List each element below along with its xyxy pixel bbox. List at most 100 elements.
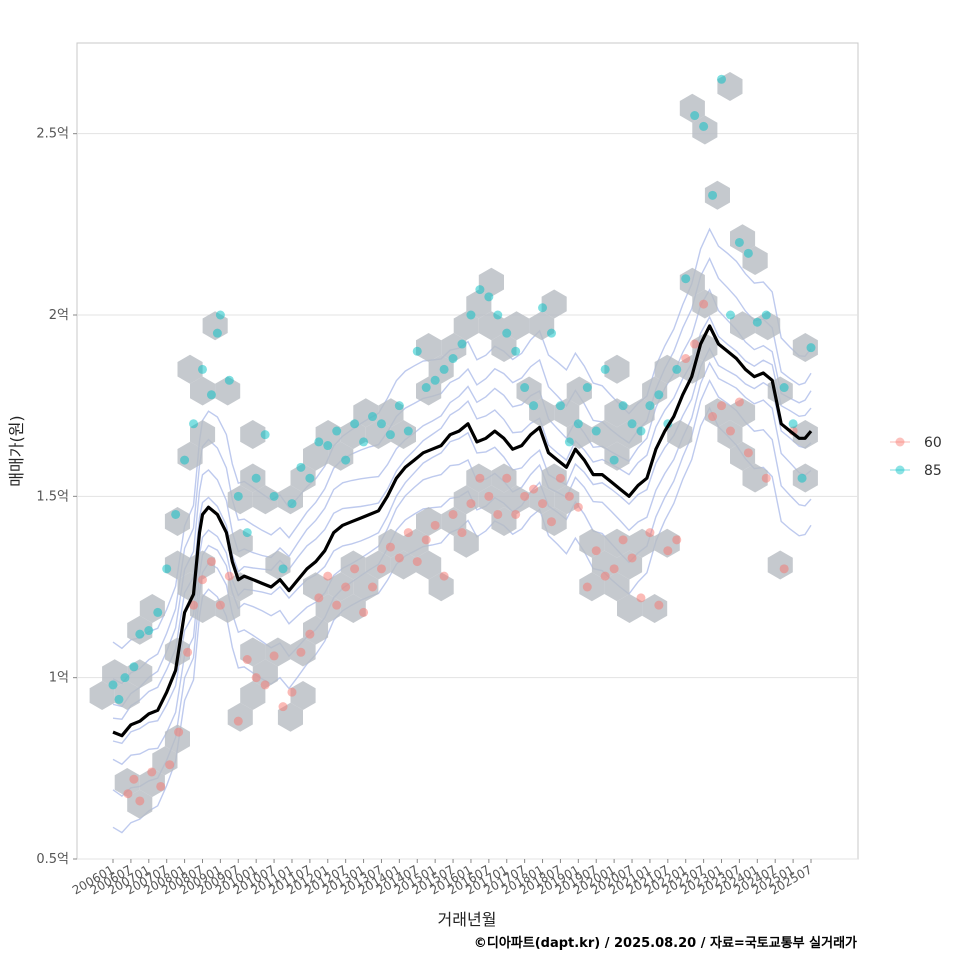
point-85-6 <box>153 607 163 617</box>
hexbin-cell-32 <box>428 572 454 602</box>
hexbin-cell-20 <box>315 594 341 623</box>
hexbin-cell-62 <box>742 463 768 493</box>
point-60-12 <box>224 571 234 581</box>
point-60-14 <box>242 655 252 665</box>
hexbin-cell-100 <box>478 267 504 297</box>
point-60-68 <box>725 426 735 436</box>
y-tick-label-4: 2.5억 <box>36 127 69 142</box>
point-85-32 <box>376 419 386 429</box>
point-85-54 <box>573 419 583 429</box>
point-85-31 <box>368 412 378 422</box>
point-85-63 <box>654 390 664 400</box>
point-85-42 <box>466 310 476 320</box>
point-85-0 <box>108 680 118 690</box>
hexbin-cell-54 <box>654 528 680 558</box>
point-60-15 <box>251 673 261 683</box>
point-85-37 <box>421 383 431 393</box>
point-85-8 <box>171 509 181 519</box>
point-85-62 <box>645 401 655 411</box>
hexbin-cell-65 <box>89 681 115 710</box>
point-60-23 <box>323 571 333 581</box>
point-60-19 <box>287 687 297 697</box>
point-85-71 <box>725 310 735 320</box>
point-60-47 <box>538 499 548 509</box>
point-60-16 <box>260 680 270 690</box>
point-60-71 <box>761 473 771 483</box>
hexbin-cell-25 <box>353 572 379 602</box>
point-85-28 <box>341 455 351 465</box>
point-60-30 <box>385 542 395 552</box>
point-85-7 <box>162 564 172 574</box>
point-60-42 <box>493 509 503 519</box>
hexbin-cell-88 <box>303 441 329 471</box>
point-85-48 <box>520 383 530 393</box>
point-60-22 <box>314 593 324 603</box>
hexbin-cell-10 <box>227 572 253 602</box>
point-85-78 <box>797 473 807 483</box>
point-85-75 <box>761 310 771 320</box>
point-85-60 <box>627 419 637 429</box>
point-60-2 <box>135 796 145 806</box>
point-85-20 <box>269 491 279 501</box>
hexbin-cell-86 <box>290 463 316 493</box>
point-60-3 <box>147 767 157 777</box>
point-85-59 <box>618 401 628 411</box>
legend-label-60: 60 <box>924 435 942 451</box>
point-85-51 <box>546 328 556 338</box>
hexbin-cell-21 <box>303 572 329 602</box>
density-contour-4 <box>112 346 812 745</box>
hexbin-cell-45 <box>579 572 605 602</box>
point-85-29 <box>350 419 360 429</box>
scatter-points <box>108 74 816 806</box>
point-60-40 <box>475 473 485 483</box>
y-axis: 0.5억 1억 1.5억 2억 2.5억 <box>36 127 77 867</box>
trend-line <box>112 324 813 738</box>
point-60-61 <box>663 546 673 556</box>
legend: 60 85 <box>890 435 942 479</box>
hexbin-cell-78 <box>215 376 241 406</box>
hexbin-cell-24 <box>340 594 366 623</box>
point-85-30 <box>359 437 369 447</box>
point-60-31 <box>394 553 404 563</box>
hexbin-cell-127 <box>730 224 756 254</box>
point-85-79 <box>806 343 816 353</box>
point-60-62 <box>672 535 682 545</box>
point-85-65 <box>672 364 682 374</box>
point-85-55 <box>582 383 592 393</box>
y-tick-label-0: 0.5억 <box>36 852 69 867</box>
point-85-23 <box>296 462 306 472</box>
point-60-50 <box>564 491 574 501</box>
point-60-8 <box>189 600 199 610</box>
point-60-29 <box>376 564 386 574</box>
point-85-12 <box>206 390 216 400</box>
point-60-66 <box>708 412 718 422</box>
point-60-64 <box>690 339 700 349</box>
point-85-41 <box>457 339 467 349</box>
hexbin-cell-22 <box>328 572 354 602</box>
point-85-35 <box>403 426 413 436</box>
hexbin-cell-4 <box>164 724 190 754</box>
point-85-43 <box>475 285 485 295</box>
point-60-58 <box>636 593 646 603</box>
point-85-21 <box>278 564 288 574</box>
point-85-45 <box>493 310 503 320</box>
point-60-35 <box>430 520 440 530</box>
point-85-25 <box>314 437 324 447</box>
point-85-15 <box>224 375 234 385</box>
hexbin-cell-75 <box>177 354 203 384</box>
point-85-16 <box>233 491 243 501</box>
y-tick-label-3: 2억 <box>49 308 69 323</box>
point-60-11 <box>215 600 225 610</box>
plot-panel <box>76 42 859 860</box>
hexbin-cell-116 <box>617 420 643 449</box>
point-60-51 <box>573 502 583 512</box>
point-85-69 <box>708 190 718 200</box>
point-85-1 <box>114 694 124 704</box>
point-85-10 <box>189 419 199 429</box>
hexbin-cell-129 <box>755 311 781 341</box>
point-60-46 <box>529 484 539 494</box>
point-60-59 <box>645 528 655 538</box>
point-60-4 <box>156 781 166 791</box>
hexbin-cell-43 <box>541 463 567 493</box>
